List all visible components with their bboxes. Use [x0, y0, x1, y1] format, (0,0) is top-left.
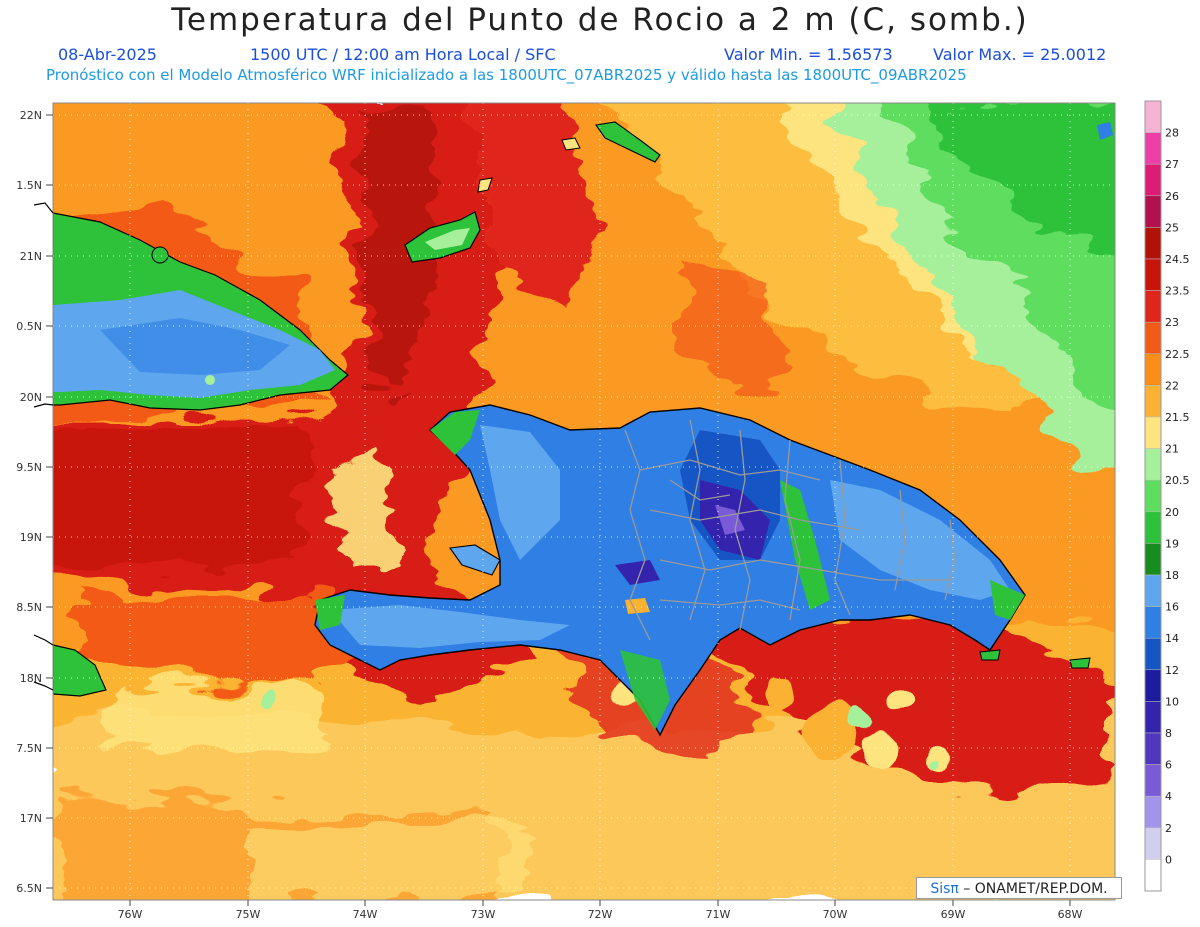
colorbar: [1144, 100, 1162, 892]
colorbar-swatch: [1144, 353, 1162, 386]
colorbar-label: 23: [1165, 316, 1179, 329]
colorbar-label: 12: [1165, 664, 1179, 677]
lat-label: 21N: [20, 250, 42, 263]
colorbar-label: 2: [1165, 822, 1172, 835]
lon-label: 74W: [353, 908, 378, 921]
lat-label: 18N: [20, 672, 42, 685]
puerto-rico-tip: [1069, 657, 1091, 669]
colorbar-swatch: [1144, 448, 1162, 481]
colorbar-label: 26: [1165, 190, 1179, 203]
colorbar-label: 8: [1165, 727, 1172, 740]
lat-lon-grid: [53, 103, 1115, 900]
cuba-landmass: [53, 212, 349, 411]
lat-labels: 22N 1.5N 21N 0.5N 20N 9.5N 19N 8.5N 18N …: [16, 109, 42, 895]
colorbar-swatch: [1144, 859, 1162, 892]
colorbar-label: 24.5: [1165, 253, 1190, 266]
colorbar-swatch: [1144, 416, 1162, 449]
colorbar-label: 27: [1165, 158, 1179, 171]
colorbar-swatch: [1144, 321, 1162, 355]
axis-ticks: [46, 114, 1071, 906]
colorbar-label: 20: [1165, 506, 1179, 519]
credit-agency: – ONAMET/REP.DOM.: [958, 881, 1108, 897]
colorbar-swatch: [1144, 227, 1162, 260]
colorbar-label: 21: [1165, 443, 1179, 456]
lon-label: 75W: [236, 908, 261, 921]
colorbar-label: 10: [1165, 695, 1179, 708]
inagua-island: [404, 211, 481, 263]
colorbar-label: 19: [1165, 537, 1179, 550]
colorbar-labels: 2827262524.523.52322.52221.52120.5201918…: [1165, 127, 1190, 867]
lon-label: 69W: [941, 908, 966, 921]
colorbar-swatch: [1144, 701, 1162, 734]
colorbar-swatch: [1144, 132, 1162, 165]
colorbar-label: 21.5: [1165, 411, 1190, 424]
valid-time: 1500 UTC / 12:00 am Hora Local / SFC: [250, 45, 556, 64]
colorbar-label: 16: [1165, 601, 1179, 614]
colorbar-label: 0: [1165, 853, 1172, 866]
left-coast-bits: [33, 202, 54, 691]
lat-label: 1.5N: [16, 179, 42, 192]
hispaniola-landmass: [314, 404, 1026, 737]
colorbar-swatch: [1144, 511, 1162, 544]
colorbar-swatch: [1144, 795, 1162, 829]
colorbar-swatch: [1144, 764, 1162, 797]
mona-island: [1097, 122, 1113, 140]
model-info: Pronóstico con el Modelo Atmosférico WRF…: [46, 66, 967, 84]
colorbar-label: 20.5: [1165, 474, 1190, 487]
colorbar-swatch: [1144, 669, 1162, 702]
colorbar-swatch: [1144, 574, 1162, 607]
colorbar-label: 22: [1165, 379, 1179, 392]
lat-label: 9.5N: [16, 461, 42, 474]
lat-label: 20N: [20, 391, 42, 404]
run-date: 08-Abr-2025: [58, 45, 157, 64]
caicos-island: [595, 121, 661, 163]
colorbar-swatch: [1144, 606, 1162, 639]
colorbar-label: 23.5: [1165, 285, 1190, 298]
colorbar-swatch: [1144, 100, 1162, 133]
lat-label: 7.5N: [16, 742, 42, 755]
lat-label: 6.5N: [16, 882, 42, 895]
lat-label: 0.5N: [16, 320, 42, 333]
credit-box: Sisπ – ONAMET/REP.DOM.: [916, 877, 1122, 899]
lon-label: 70W: [823, 908, 848, 921]
max-value: Valor Max. = 25.0012: [933, 45, 1107, 64]
colorbar-label: 28: [1165, 127, 1179, 140]
colorbar-label: 6: [1165, 759, 1172, 772]
colorbar-swatch: [1144, 543, 1162, 576]
colorbar-swatch: [1144, 827, 1162, 860]
colorbar-swatch: [1144, 637, 1162, 671]
colorbar-label: 25: [1165, 221, 1179, 234]
min-value: Valor Min. = 1.56573: [724, 45, 893, 64]
lon-label: 76W: [118, 908, 143, 921]
colorbar-swatch: [1144, 385, 1162, 418]
colorbar-frame: [1144, 100, 1162, 892]
colorbar-label: 18: [1165, 569, 1179, 582]
map-frame: [52, 102, 1116, 901]
lon-labels: 76W 75W 74W 73W 72W 71W 70W 69W 68W: [118, 908, 1083, 921]
lon-label: 72W: [588, 908, 613, 921]
colorbar-label: 22.5: [1165, 348, 1190, 361]
lon-label: 73W: [471, 908, 496, 921]
colorbar-swatch: [1144, 163, 1162, 197]
lat-label: 19N: [20, 531, 42, 544]
colorbar-swatch: [1144, 195, 1162, 228]
province-boundaries: [624, 419, 956, 641]
lat-label: 8.5N: [16, 601, 42, 614]
colorbar-swatch: [1144, 732, 1162, 765]
colorbar-swatch: [1144, 479, 1162, 513]
colorbar-swatch: [1144, 258, 1162, 291]
lon-label: 68W: [1058, 908, 1083, 921]
turks-island: [561, 137, 581, 151]
colorbar-label: 4: [1165, 790, 1172, 803]
colorbar-swatch: [1144, 290, 1162, 323]
map-title: Temperatura del Punto de Rocio a 2 m (C,…: [171, 2, 1029, 38]
colorbar-label: 14: [1165, 632, 1179, 645]
jamaica-island: [53, 644, 107, 697]
lon-label: 71W: [706, 908, 731, 921]
lat-label: 17N: [20, 812, 42, 825]
lat-label: 22N: [20, 109, 42, 122]
credit-brand: Sisπ: [930, 881, 959, 897]
